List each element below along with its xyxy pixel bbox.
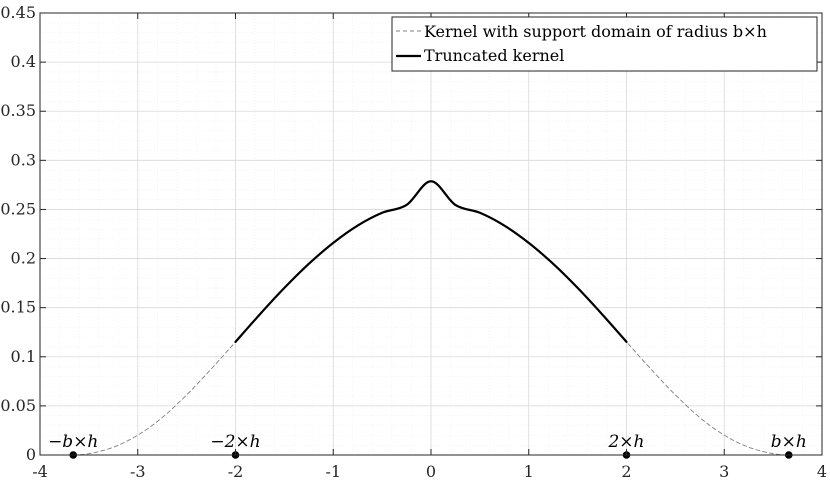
- y-tick-label: 0.4: [11, 52, 36, 71]
- legend-box: [391, 16, 818, 72]
- x-tick-label: -1: [325, 462, 341, 481]
- series-truncated-kernel: [234, 180, 628, 343]
- x-tick-label: 0: [426, 462, 436, 481]
- marker-label: −2×h: [210, 432, 260, 452]
- y-tick-label: 0.25: [0, 199, 36, 218]
- major-grid: [39, 12, 823, 456]
- y-tick-label: 0.2: [11, 249, 36, 268]
- x-tick-label: 1: [524, 462, 534, 481]
- ticks-layer: [39, 12, 823, 456]
- legend-label-kernel: Kernel with support domain of radius b×h: [424, 22, 767, 41]
- y-tick-label: 0.05: [0, 396, 36, 415]
- y-tick-label: 0.35: [0, 101, 36, 120]
- series-layer: [72, 180, 790, 456]
- x-tick-label: -4: [32, 462, 48, 481]
- y-tick-label: 0.45: [0, 3, 36, 22]
- marker-label: −b×h: [48, 432, 98, 452]
- marker-label: b×h: [771, 432, 807, 452]
- legend-label-truncated: Truncated kernel: [424, 46, 564, 65]
- series-kernel-dashed: [72, 180, 790, 456]
- y-tick-label: 0.15: [0, 298, 36, 317]
- legend: Kernel with support domain of radius b×h…: [391, 16, 818, 72]
- marker-layer: −b×h −2×h 2×h b×h: [48, 432, 807, 459]
- x-tick-label: 3: [719, 462, 729, 481]
- x-tick-label: 2: [621, 462, 631, 481]
- y-tick-label: 0.3: [11, 150, 36, 169]
- marker-label: 2×h: [607, 432, 644, 452]
- x-tick-label: 4: [817, 462, 827, 481]
- tick-labels: -4 -3 -2 -1 0 1 2 3 4 0 0.05 0.1 0.15 0.2 0.25 0.3 0.35 0…: [0, 3, 827, 481]
- x-tick-label: -2: [228, 462, 244, 481]
- y-tick-label: 0.1: [11, 347, 36, 366]
- y-tick-label: 0: [26, 445, 36, 464]
- x-tick-label: -3: [130, 462, 146, 481]
